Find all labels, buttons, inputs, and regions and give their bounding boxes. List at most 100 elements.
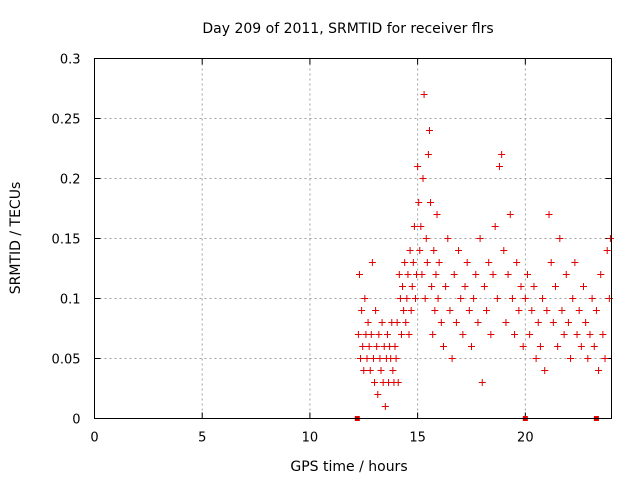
data-point: [556, 235, 564, 242]
data-point: [601, 355, 609, 362]
x-tick-label: 10: [302, 431, 319, 446]
data-point: [439, 343, 447, 350]
data-point: [431, 307, 439, 314]
data-point: [392, 355, 400, 362]
data-point: [521, 295, 529, 302]
data-point: [478, 379, 486, 386]
data-point: [360, 367, 368, 374]
data-point: [428, 283, 436, 290]
data-point: [489, 271, 497, 278]
data-point: [368, 259, 376, 266]
data-point: [429, 331, 437, 338]
data-point: [577, 343, 585, 350]
data-point: [470, 295, 478, 302]
data-points: [354, 91, 614, 410]
data-point: [378, 319, 386, 326]
plot-frame: [94, 58, 612, 419]
data-point: [414, 163, 422, 170]
data-point: [425, 127, 433, 134]
data-point: [569, 295, 577, 302]
data-point: [526, 331, 534, 338]
data-point: [495, 163, 503, 170]
data-point: [558, 307, 566, 314]
data-point: [372, 307, 380, 314]
data-point: [545, 211, 553, 218]
data-point: [373, 343, 381, 350]
data-point: [383, 331, 391, 338]
y-tick-label: 0.1: [60, 293, 81, 308]
data-point: [369, 355, 377, 362]
data-point: [560, 331, 568, 338]
x-tick-label: 15: [409, 431, 426, 446]
data-point: [590, 343, 598, 350]
data-point: [371, 379, 379, 386]
data-point: [404, 271, 412, 278]
y-tick-label: 0.25: [52, 113, 81, 128]
data-point: [480, 283, 488, 290]
data-point: [366, 367, 374, 374]
data-point: [361, 295, 369, 302]
data-point: [423, 259, 431, 266]
data-point: [408, 283, 416, 290]
data-point: [403, 295, 411, 302]
data-point: [363, 355, 371, 362]
x-tick-label: 0: [90, 431, 98, 446]
data-point: [375, 331, 383, 338]
x-tick-label: 5: [198, 431, 206, 446]
data-point: [467, 343, 475, 350]
data-point: [401, 259, 409, 266]
data-point: [399, 283, 407, 290]
data-point: [519, 343, 527, 350]
data-point: [418, 271, 426, 278]
data-point: [393, 319, 401, 326]
data-point: [493, 295, 501, 302]
data-point: [448, 355, 456, 362]
data-point: [406, 247, 414, 254]
data-point: [434, 295, 442, 302]
data-point: [515, 307, 523, 314]
data-point: [430, 247, 438, 254]
data-point: [354, 331, 362, 338]
data-point: [410, 223, 418, 230]
data-point: [389, 367, 397, 374]
data-point: [603, 247, 611, 254]
data-point: [549, 319, 557, 326]
data-point: [491, 223, 499, 230]
data-point: [571, 259, 579, 266]
data-point: [599, 331, 607, 338]
data-point: [532, 355, 540, 362]
data-point: [485, 259, 493, 266]
data-point: [432, 271, 440, 278]
data-point: [584, 355, 592, 362]
data-point: [359, 343, 367, 350]
data-point: [450, 271, 458, 278]
y-tick-label: 0: [72, 413, 80, 428]
data-point: [409, 259, 417, 266]
data-point: [444, 235, 452, 242]
data-point: [541, 367, 549, 374]
data-point: [422, 235, 430, 242]
data-point: [513, 259, 521, 266]
data-point: [508, 295, 516, 302]
data-point: [364, 319, 372, 326]
data-point: [381, 403, 389, 410]
data-point: [424, 151, 432, 158]
data-point: [536, 343, 544, 350]
y-axis-label: SRMTID / TECUs: [8, 182, 24, 295]
data-point: [417, 223, 425, 230]
data-point: [547, 259, 555, 266]
data-point: [397, 331, 405, 338]
x-axis-label: GPS time / hours: [290, 459, 407, 475]
y-tick-label: 0.3: [60, 53, 81, 68]
data-point: [562, 271, 570, 278]
data-point: [606, 235, 614, 242]
data-point: [376, 355, 384, 362]
grid-lines: [94, 58, 612, 419]
data-point: [476, 235, 484, 242]
data-point: [367, 331, 375, 338]
data-point: [534, 319, 542, 326]
data-point: [483, 307, 491, 314]
axis-ticks: [94, 58, 612, 419]
data-point: [396, 295, 404, 302]
data-point: [452, 319, 460, 326]
